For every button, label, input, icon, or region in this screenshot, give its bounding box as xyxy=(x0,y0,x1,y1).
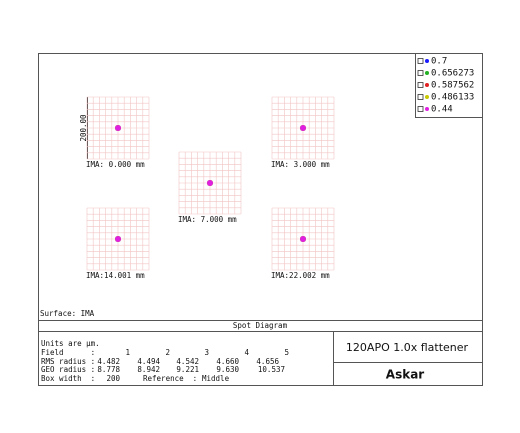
legend-dot xyxy=(425,59,429,63)
rms-value: 4.660 xyxy=(216,357,239,366)
box-width: 200 xyxy=(106,374,120,383)
geo-value: 10.537 xyxy=(258,365,285,374)
reference: Middle xyxy=(202,374,230,383)
geo-value: 9.630 xyxy=(216,365,239,374)
geo-label: GEO radius : xyxy=(41,365,95,374)
legend-icon xyxy=(417,106,424,112)
spot xyxy=(207,180,213,186)
legend-icon xyxy=(417,70,424,76)
reference-label: Reference : xyxy=(143,374,197,383)
geo-value: 8.778 xyxy=(97,365,120,374)
field-label: IMA: 7.000 mm xyxy=(178,215,237,224)
legend-icon xyxy=(417,94,424,100)
legend-dot xyxy=(425,71,429,75)
legend-label: 0.44 xyxy=(431,105,453,115)
rms-value: 4.482 xyxy=(97,357,120,366)
field-label: IMA:22.002 mm xyxy=(271,271,330,280)
legend-icon xyxy=(417,58,424,64)
legend-label: 0.7 xyxy=(431,57,447,67)
spot xyxy=(115,236,121,242)
legend-dot xyxy=(425,83,429,87)
geo-value: 9.221 xyxy=(176,365,199,374)
brand: Askar xyxy=(386,368,425,382)
legend-label: 0.486133 xyxy=(431,93,474,103)
frame xyxy=(38,53,483,386)
field-number: 3 xyxy=(204,348,209,357)
lens-name: 120APO 1.0x flattener xyxy=(346,341,469,354)
legend-dot xyxy=(425,107,429,111)
field-label: Field : xyxy=(41,348,95,357)
field-number: 2 xyxy=(165,348,170,357)
units: Units are µm. xyxy=(41,339,100,348)
legend-label: 0.656273 xyxy=(431,69,474,79)
spot xyxy=(300,125,306,131)
legend-icon xyxy=(417,82,424,88)
geo-value: 8.942 xyxy=(137,365,160,374)
title: Spot Diagram xyxy=(233,321,288,330)
rms-value: 4.656 xyxy=(256,357,279,366)
surface-label: Surface: IMA xyxy=(40,309,95,318)
scale-label: 200.00 xyxy=(79,114,88,142)
spot xyxy=(115,125,121,131)
spot xyxy=(300,236,306,242)
box-width-label: Box width : xyxy=(41,374,95,383)
field-label: IMA:14.001 mm xyxy=(86,271,145,280)
field-number: 4 xyxy=(244,348,249,357)
legend-label: 0.587562 xyxy=(431,81,474,91)
legend-dot xyxy=(425,95,429,99)
field-number: 5 xyxy=(284,348,289,357)
rms-value: 4.542 xyxy=(176,357,199,366)
field-label: IMA: 0.000 mm xyxy=(86,160,145,169)
field-label: IMA: 3.000 mm xyxy=(271,160,330,169)
field-number: 1 xyxy=(125,348,130,357)
rms-label: RMS radius : xyxy=(41,357,95,366)
rms-value: 4.494 xyxy=(137,357,160,366)
